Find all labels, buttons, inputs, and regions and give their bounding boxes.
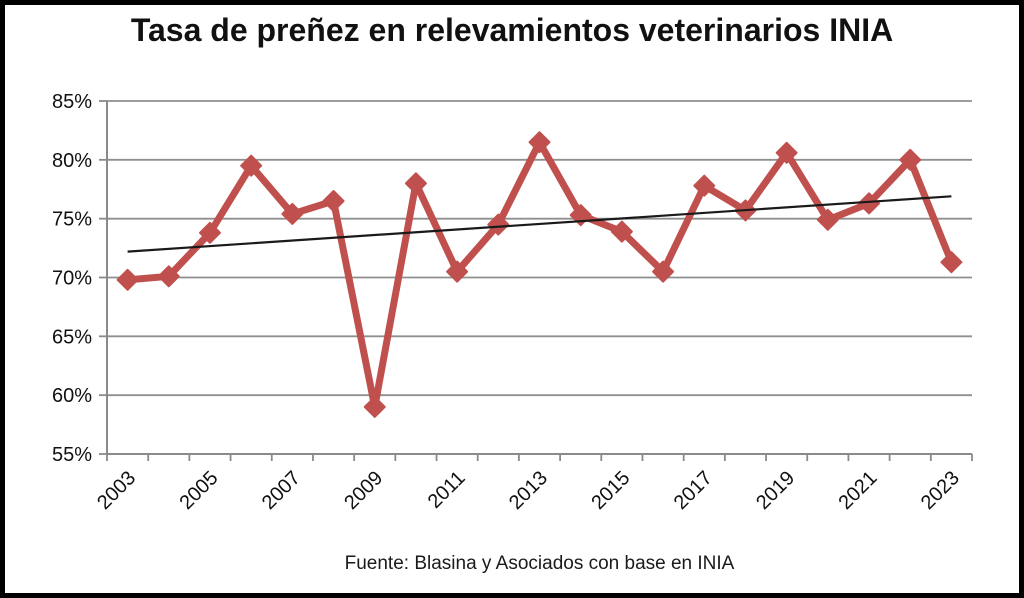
data-point-marker (816, 208, 839, 231)
data-point-marker (322, 190, 345, 213)
data-point-marker (528, 131, 551, 154)
data-point-marker (487, 213, 510, 236)
data-line (124, 138, 955, 411)
y-axis-label: 55% (52, 444, 92, 466)
data-point-marker (775, 141, 798, 164)
data-point-marker (157, 265, 180, 288)
trend-line (127, 195, 952, 253)
data-point-marker (652, 260, 675, 283)
x-axis-label: 2021 (835, 467, 882, 514)
x-axis-label: 2023 (917, 467, 964, 514)
y-axis-label: 80% (52, 150, 92, 172)
x-axis-label: 2015 (587, 467, 634, 514)
data-point-marker (940, 251, 963, 274)
data-point-marker (404, 172, 427, 195)
x-axis-label: 2009 (340, 467, 387, 514)
data-point-marker (281, 202, 304, 225)
y-axis-label: 85% (52, 91, 92, 113)
data-point-marker (610, 220, 633, 243)
x-axis-label: 2013 (505, 467, 552, 514)
data-point-marker (693, 174, 716, 197)
data-point-marker (363, 395, 386, 418)
y-axis-label: 65% (52, 326, 92, 348)
data-point-marker (240, 154, 263, 177)
x-axis-label: 2003 (93, 467, 140, 514)
data-point-marker (116, 268, 139, 291)
y-axis-label: 70% (52, 268, 92, 290)
data-point-marker (858, 192, 881, 215)
x-axis-label: 2017 (670, 467, 717, 514)
source-caption: Fuente: Blasina y Asociados con base en … (344, 553, 735, 574)
chart-title: Tasa de preñez en relevamientos veterina… (130, 12, 894, 48)
y-axis-label: 75% (52, 209, 92, 231)
data-point-marker (446, 260, 469, 283)
x-axis-label: 2005 (175, 467, 222, 514)
y-axis-label: 60% (52, 385, 92, 407)
x-axis-label: 2011 (424, 467, 470, 513)
data-point-marker (198, 221, 221, 244)
x-axis-label: 2019 (752, 467, 799, 514)
data-point-marker (899, 148, 922, 171)
x-axis-label: 2007 (258, 467, 305, 514)
